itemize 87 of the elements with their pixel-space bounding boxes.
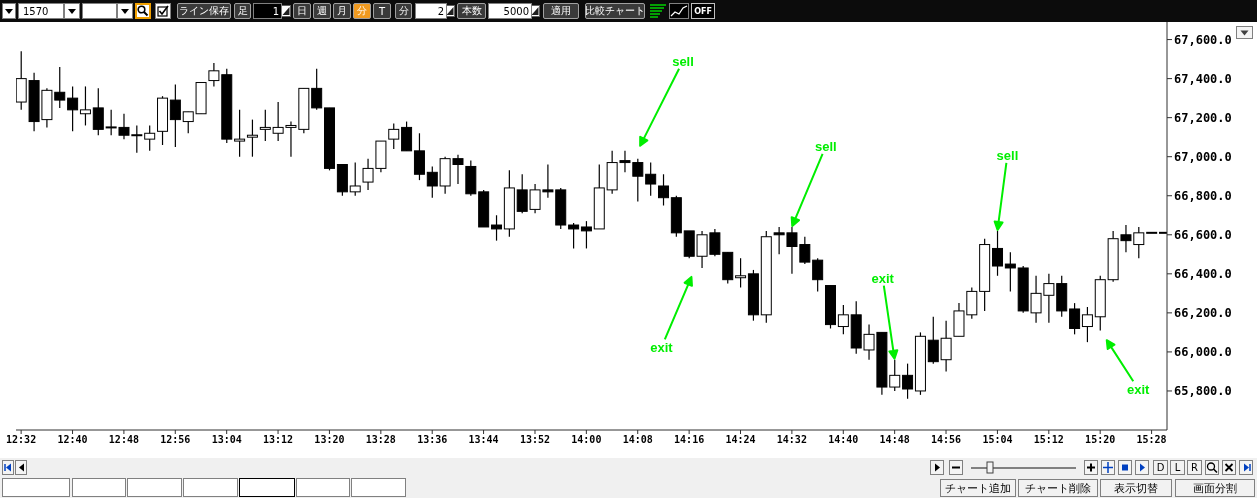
- y-tick-label: 67,600.0: [1174, 32, 1232, 47]
- candlestick: [234, 109, 246, 158]
- x-tick-label: 12:48: [108, 434, 139, 446]
- text-field: 2: [415, 3, 447, 19]
- x-tick-label: 15:20: [1085, 434, 1116, 446]
- y-tick-label: 66,600.0: [1174, 228, 1232, 243]
- button: 表示切替: [1100, 479, 1172, 497]
- candlestick: [169, 83, 181, 148]
- x-tick-label: 13:12: [263, 434, 294, 446]
- x-tick-label: 13:44: [468, 434, 499, 446]
- button: T: [373, 3, 391, 19]
- y-tick-label: 67,400.0: [1174, 71, 1232, 86]
- x-tick-label: 12:56: [160, 434, 191, 446]
- annotation: sell: [815, 138, 837, 154]
- button: 分: [353, 3, 371, 19]
- x-tick-label: 15:12: [1033, 434, 1064, 446]
- x-tick-label: 15:28: [1136, 434, 1167, 446]
- candlestick: [1081, 306, 1093, 343]
- toggle-button: OFF: [691, 3, 715, 19]
- x-tick-label: 13:28: [365, 434, 396, 446]
- x-tick-label: 14:16: [674, 434, 705, 446]
- button: 適用: [543, 3, 579, 19]
- x-tick-label: 13:20: [314, 434, 345, 446]
- annotation: exit: [871, 270, 895, 286]
- x-tick-label: 14:00: [571, 434, 602, 446]
- x-tick-label: 14:48: [879, 434, 910, 446]
- x-tick-label: 13:36: [417, 434, 448, 446]
- annotation: exit: [650, 340, 674, 356]
- candlestick: [658, 173, 670, 207]
- button: ライン保存: [177, 3, 231, 19]
- x-tick-label: 14:32: [776, 434, 807, 446]
- x-tick-label: 12:40: [57, 434, 88, 446]
- text-field: 5000: [488, 3, 532, 19]
- candlestick: [580, 220, 592, 250]
- x-tick-label: 14:56: [930, 434, 962, 446]
- candlestick: [246, 119, 258, 158]
- candlestick: [735, 257, 747, 289]
- x-tick-label: 14:40: [828, 434, 859, 446]
- candlestick: [79, 85, 91, 127]
- annotation: exit: [1127, 382, 1151, 397]
- candlestick: [67, 85, 79, 132]
- button: 比較チャート: [585, 3, 645, 19]
- candlestick: [491, 214, 503, 242]
- candlestick: [349, 161, 361, 197]
- button: チャート削除: [1018, 479, 1098, 497]
- candlestick: [902, 363, 914, 400]
- candlestick: [1069, 302, 1081, 335]
- button: D: [1153, 460, 1168, 475]
- candlestick: [837, 304, 849, 335]
- y-tick-label: 66,000.0: [1174, 345, 1232, 360]
- y-tick-label: 66,200.0: [1174, 306, 1232, 321]
- y-tick-label: 67,200.0: [1174, 110, 1232, 125]
- label: 足: [234, 3, 251, 19]
- y-tick-label: 66,400.0: [1174, 267, 1232, 282]
- button: チャート追加: [940, 479, 1016, 497]
- label: 本数: [457, 3, 486, 19]
- candlestick: [311, 68, 323, 111]
- candlestick: [401, 120, 413, 152]
- x-tick-label: 15:04: [982, 434, 1013, 446]
- y-tick-label: 66,800.0: [1174, 189, 1232, 203]
- button: 月: [333, 3, 351, 19]
- candlestick: [92, 87, 104, 136]
- candlestick: [645, 161, 657, 197]
- text-field: 1: [253, 3, 282, 19]
- candlestick: [144, 124, 156, 152]
- candlestick: [812, 257, 824, 292]
- candlestick: [388, 122, 400, 150]
- candlestick: [992, 230, 1004, 277]
- candlestick: [413, 132, 425, 181]
- candlestick: [568, 222, 580, 250]
- annotation: sell: [672, 54, 694, 69]
- y-tick-label: 65,800.0: [1174, 384, 1232, 399]
- x-tick-label: 13:52: [519, 434, 551, 446]
- x-tick-label: 14:24: [725, 434, 756, 446]
- x-tick-label: 14:08: [622, 434, 653, 446]
- annotation: sell: [996, 147, 1019, 163]
- button: R: [1187, 460, 1202, 475]
- text-field: 1570: [18, 3, 64, 19]
- label: 分: [395, 3, 412, 19]
- button: L: [1170, 460, 1185, 475]
- x-tick-label: 12:32: [6, 434, 37, 446]
- button: 日: [293, 3, 311, 19]
- button: 画面分割: [1175, 479, 1255, 497]
- x-tick-label: 13:04: [211, 434, 242, 446]
- button: 週: [313, 3, 331, 19]
- candlestick: [1004, 251, 1016, 292]
- y-tick-label: 67,000.0: [1174, 149, 1232, 164]
